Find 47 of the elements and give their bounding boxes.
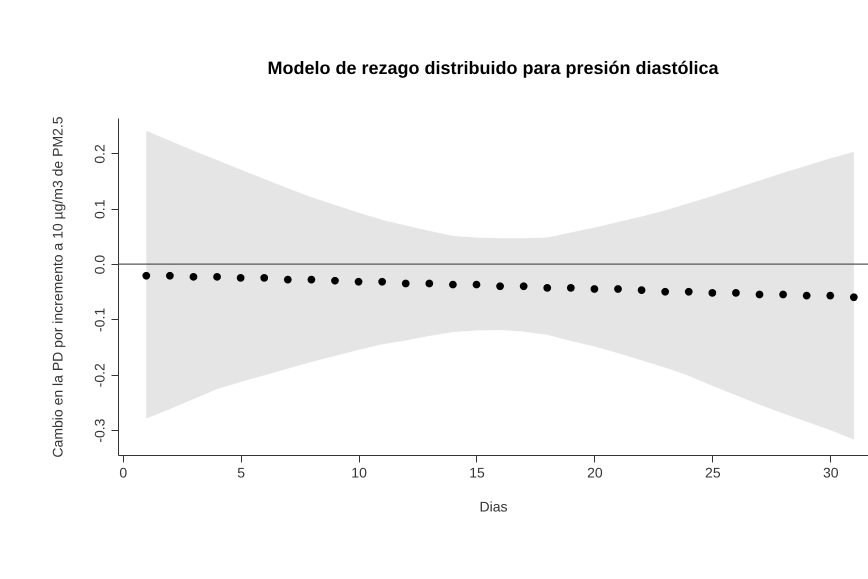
x-tick-label: 25 <box>705 464 721 480</box>
point <box>614 285 622 293</box>
point <box>166 272 174 280</box>
y-tick-label: -0.1 <box>92 308 108 332</box>
chart-title: Modelo de rezago distribuido para presión diastólica <box>267 58 720 78</box>
point <box>779 290 787 298</box>
point <box>142 272 150 280</box>
point <box>472 280 480 288</box>
point <box>308 276 316 284</box>
y-tick-label: -0.2 <box>92 362 108 388</box>
x-tick-label: 20 <box>587 464 603 480</box>
point <box>708 289 716 297</box>
x-tick-label: 15 <box>469 464 485 480</box>
point <box>732 289 740 297</box>
point <box>590 285 598 293</box>
point <box>260 274 268 282</box>
point <box>213 272 221 281</box>
y-tick-label: 0.2 <box>92 144 108 164</box>
point <box>756 290 764 298</box>
point <box>425 280 434 288</box>
point <box>284 276 292 284</box>
point <box>826 292 834 300</box>
y-tick-label: -0.3 <box>92 418 108 443</box>
x-tick-label: 30 <box>822 464 839 480</box>
x-tick-label: 10 <box>351 464 368 480</box>
x-axis-title: Dias <box>479 498 508 514</box>
point <box>850 293 858 302</box>
point <box>684 288 693 296</box>
point <box>661 288 670 296</box>
y-axis-title: Cambio en la PD por incremento a 10 µg/m3 de PM2.5 <box>50 116 66 458</box>
x-tick-label: 0 <box>119 464 128 480</box>
point <box>354 278 362 286</box>
point <box>402 280 410 288</box>
x-tick-label: 5 <box>237 464 246 480</box>
point <box>190 272 198 281</box>
point <box>236 274 245 282</box>
point <box>638 286 646 294</box>
point <box>378 278 386 286</box>
point <box>802 292 811 300</box>
point <box>496 282 504 290</box>
y-tick-label: 0.1 <box>92 199 108 219</box>
y-tick-label: 0.0 <box>92 254 108 274</box>
point <box>520 282 528 290</box>
point <box>449 280 457 288</box>
point <box>543 284 552 292</box>
point <box>566 284 575 292</box>
point <box>331 276 339 285</box>
